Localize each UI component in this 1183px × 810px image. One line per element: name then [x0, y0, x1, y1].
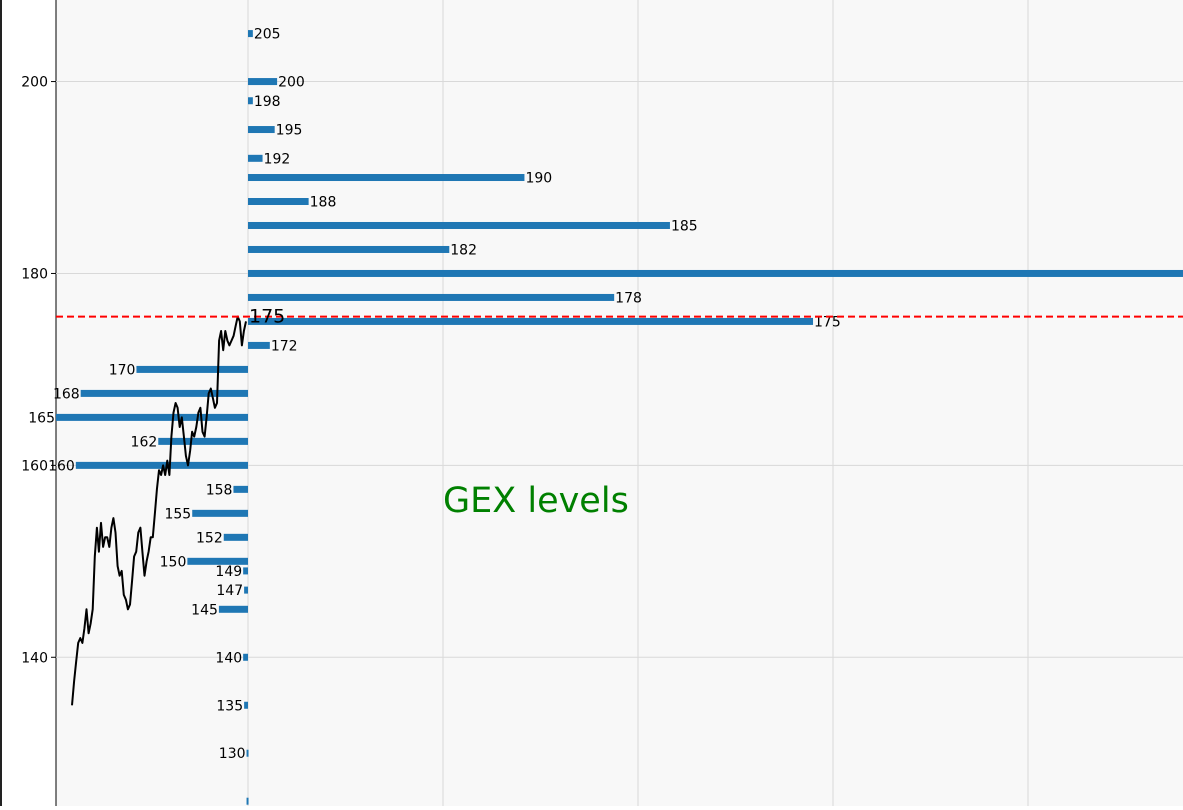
- gex-bar-label: 145: [191, 602, 218, 618]
- gex-bar: [248, 317, 814, 325]
- gex-bar-label: 160: [48, 458, 75, 474]
- gex-bar-label: 152: [196, 530, 223, 546]
- gex-bar: [136, 365, 248, 373]
- gex-bar-label: 198: [254, 94, 281, 110]
- gex-bar: [248, 78, 278, 86]
- gex-bar: [233, 485, 248, 493]
- spot-price-label: 175: [249, 306, 285, 328]
- gex-bar-label: 195: [276, 123, 303, 139]
- gex-bar-label: 192: [264, 151, 291, 167]
- gex-bar-label: 188: [310, 195, 337, 211]
- y-tick-label: 160: [21, 458, 48, 474]
- gex-bar: [243, 567, 248, 575]
- gex-bar: [243, 653, 248, 661]
- gex-bar-label: 155: [164, 506, 191, 522]
- gex-bar-label: 149: [215, 564, 242, 580]
- gex-bar: [244, 701, 248, 709]
- gex-bar-label: 175: [814, 314, 841, 330]
- gex-bar: [187, 557, 248, 565]
- gex-bar: [248, 198, 309, 205]
- gex-bar-label: 150: [160, 554, 187, 570]
- y-tick-label: 200: [21, 75, 48, 91]
- gex-bar: [218, 605, 248, 613]
- gex-bar-label: 205: [254, 27, 281, 43]
- plot-background: [56, 0, 1183, 806]
- gex-bar-label: 165: [28, 410, 55, 426]
- gex-bar-label: 135: [216, 698, 243, 714]
- gex-bar: [246, 797, 249, 805]
- gex-bars: [56, 30, 1183, 805]
- y-tick-label: 140: [21, 650, 48, 666]
- gex-bar-label: 147: [216, 583, 243, 599]
- gex-bar-label: 170: [109, 362, 136, 378]
- gex-bar: [248, 30, 253, 38]
- gex-bar: [248, 174, 525, 182]
- gex-bar: [246, 749, 249, 757]
- gex-bar-labels: 205 200 198 195 192 190 188 185 182 178 175 172 170 1…: [28, 27, 840, 763]
- gex-bar: [223, 533, 248, 541]
- gex-bar: [80, 389, 248, 397]
- gex-bar: [248, 341, 270, 349]
- gex-bar: [248, 126, 275, 134]
- gex-bar: [248, 221, 670, 229]
- gex-bar: [248, 97, 253, 105]
- gex-bar: [244, 586, 248, 594]
- y-tick-label: 180: [21, 266, 48, 282]
- y-axis-ticks: 140 160 180 200: [21, 75, 56, 666]
- gex-bar-label: 130: [219, 746, 246, 762]
- gex-bar: [248, 293, 615, 301]
- gex-bar-label: 140: [215, 650, 242, 666]
- gex-bar: [158, 437, 248, 445]
- gex-bar-label: 168: [53, 386, 80, 402]
- gex-bar: [248, 269, 1183, 277]
- gex-bar-label: 182: [450, 242, 477, 258]
- gex-bar-label: 162: [131, 434, 158, 450]
- gex-bar: [248, 245, 450, 253]
- gex-bar: [75, 461, 248, 469]
- gex-bar: [248, 154, 263, 162]
- gex-bar-label: 172: [271, 338, 298, 354]
- gex-bar-label: 158: [206, 482, 233, 498]
- gex-bar-label: 185: [671, 218, 698, 234]
- gex-bar-label: 190: [525, 171, 552, 187]
- gex-levels-annotation: GEX levels: [443, 481, 629, 521]
- gex-bar-label: 178: [615, 290, 642, 306]
- price-series-line: [71, 315, 247, 706]
- gex-bar: [192, 509, 248, 517]
- gex-bar-label: 200: [278, 75, 305, 91]
- gex-bar: [56, 413, 248, 421]
